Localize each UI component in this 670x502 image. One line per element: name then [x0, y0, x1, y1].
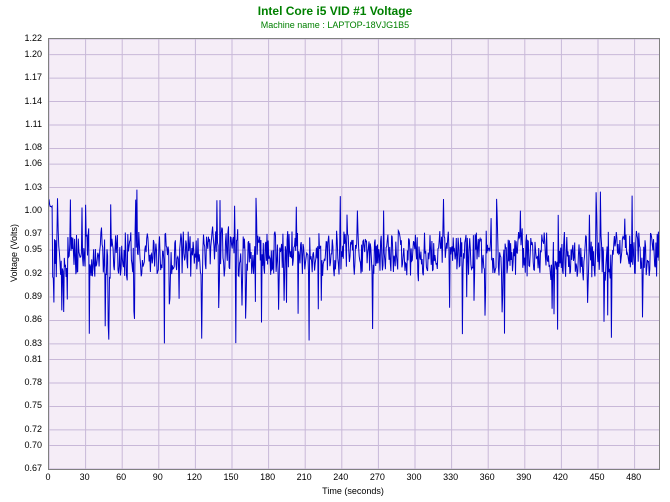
- y-tick-label: 1.03: [0, 182, 42, 192]
- y-tick-label: 1.06: [0, 158, 42, 168]
- x-tick-label: 30: [80, 472, 90, 482]
- y-tick-label: 0.86: [0, 314, 42, 324]
- y-tick-label: 1.14: [0, 96, 42, 106]
- x-tick-label: 390: [516, 472, 531, 482]
- x-tick-label: 360: [480, 472, 495, 482]
- x-tick-label: 420: [553, 472, 568, 482]
- x-tick-label: 180: [260, 472, 275, 482]
- x-tick-label: 480: [626, 472, 641, 482]
- x-tick-label: 0: [45, 472, 50, 482]
- x-tick-label: 270: [370, 472, 385, 482]
- y-tick-label: 1.17: [0, 72, 42, 82]
- y-tick-label: 0.70: [0, 440, 42, 450]
- chart-title: Intel Core i5 VID #1 Voltage: [0, 4, 670, 18]
- x-tick-label: 90: [153, 472, 163, 482]
- y-tick-label: 0.83: [0, 338, 42, 348]
- y-tick-label: 0.78: [0, 377, 42, 387]
- y-tick-label: 1.20: [0, 49, 42, 59]
- x-tick-label: 210: [297, 472, 312, 482]
- y-tick-label: 0.72: [0, 424, 42, 434]
- plot-area: [48, 38, 660, 470]
- y-tick-label: 0.89: [0, 291, 42, 301]
- y-tick-label: 0.81: [0, 354, 42, 364]
- y-tick-label: 1.11: [0, 119, 42, 129]
- x-tick-label: 450: [589, 472, 604, 482]
- x-tick-label: 120: [187, 472, 202, 482]
- y-tick-label: 0.95: [0, 244, 42, 254]
- x-tick-label: 60: [116, 472, 126, 482]
- y-tick-label: 0.92: [0, 268, 42, 278]
- voltage-chart: Intel Core i5 VID #1 Voltage Machine nam…: [0, 0, 670, 502]
- y-tick-label: 0.97: [0, 228, 42, 238]
- x-tick-label: 150: [223, 472, 238, 482]
- y-tick-label: 0.75: [0, 400, 42, 410]
- plot-svg: [49, 39, 659, 469]
- y-tick-label: 0.67: [0, 463, 42, 473]
- x-tick-label: 300: [406, 472, 421, 482]
- x-tick-label: 330: [443, 472, 458, 482]
- y-tick-label: 1.08: [0, 142, 42, 152]
- y-tick-label: 1.22: [0, 33, 42, 43]
- chart-subtitle: Machine name : LAPTOP-18VJG1B5: [0, 20, 670, 30]
- x-axis-title: Time (seconds): [48, 486, 658, 496]
- y-tick-label: 1.00: [0, 205, 42, 215]
- x-tick-label: 240: [333, 472, 348, 482]
